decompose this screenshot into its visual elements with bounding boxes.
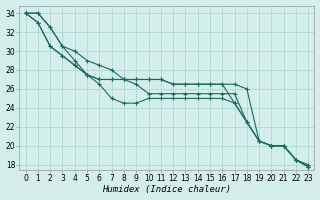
X-axis label: Humidex (Indice chaleur): Humidex (Indice chaleur) <box>102 185 231 194</box>
